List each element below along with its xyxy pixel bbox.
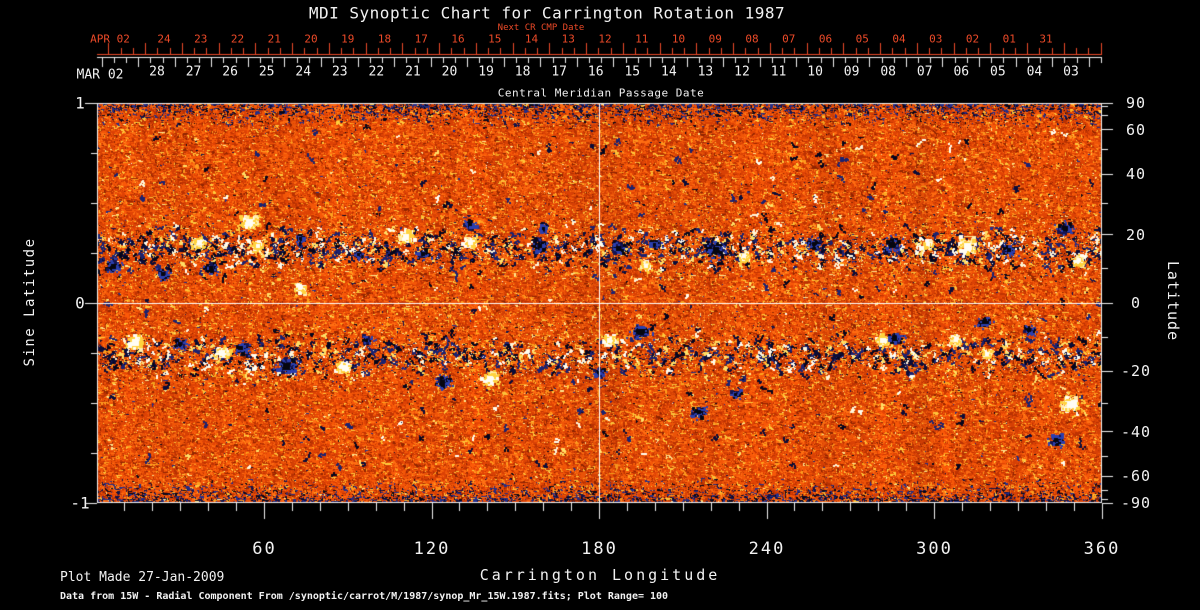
cmp-day-label: 26 bbox=[222, 64, 238, 80]
sine-tick-label: -1 bbox=[70, 493, 90, 513]
lon-tick-label: 120 bbox=[413, 539, 451, 559]
sine-tick-label: 1 bbox=[75, 93, 85, 113]
cmp-day-label: 23 bbox=[331, 64, 348, 80]
red-day-label: 09 bbox=[708, 32, 722, 46]
cmp-day-label: 19 bbox=[478, 64, 494, 80]
red-day-label: 13 bbox=[561, 32, 575, 46]
plot-made-text: Plot Made 27-Jan-2009 bbox=[60, 570, 225, 585]
cmp-day-label: 20 bbox=[441, 64, 458, 80]
red-day-label: 24 bbox=[157, 32, 171, 46]
white-month-label: MAR 02 bbox=[76, 67, 124, 83]
cmp-day-label: 11 bbox=[770, 64, 787, 80]
red-day-label: 04 bbox=[892, 32, 906, 46]
cmp-day-label: 06 bbox=[953, 64, 970, 80]
lat-tick-label: 0 bbox=[1130, 294, 1142, 312]
cmp-day-label: 12 bbox=[734, 64, 750, 80]
lat-tick-label: -20 bbox=[1120, 362, 1152, 381]
lon-tick-label: 300 bbox=[916, 539, 953, 559]
cmp-day-label: 17 bbox=[551, 64, 567, 80]
cmp-axis-title: Central Meridian Passage Date bbox=[497, 86, 705, 100]
data-source-text: Data from 15W - Radial Component From /s… bbox=[60, 591, 669, 602]
red-day-label: 16 bbox=[451, 32, 465, 46]
next-cr-cmp-date-label: Next CR CMP Date bbox=[497, 23, 585, 33]
cmp-day-label: 10 bbox=[807, 64, 823, 80]
red-day-label: 21 bbox=[267, 32, 281, 46]
cmp-day-label: 16 bbox=[587, 64, 604, 80]
red-day-label: 17 bbox=[414, 32, 428, 46]
red-month-label: APR 02 bbox=[90, 32, 130, 46]
longitude-axis-title: Carrington Longitude bbox=[479, 566, 721, 584]
red-day-label: 02 bbox=[965, 32, 980, 46]
sine-tick-label: 0 bbox=[75, 293, 85, 313]
red-day-label: 03 bbox=[929, 32, 943, 46]
latitude-axis-title: Latitude bbox=[1164, 260, 1182, 342]
lat-tick-label: 40 bbox=[1125, 165, 1147, 184]
cmp-day-label: 05 bbox=[990, 64, 1006, 80]
lon-tick-label: 240 bbox=[748, 539, 786, 559]
cmp-day-label: 04 bbox=[1026, 64, 1043, 80]
lat-tick-label: -60 bbox=[1120, 467, 1152, 486]
red-day-label: 05 bbox=[855, 32, 869, 46]
red-day-label: 18 bbox=[377, 32, 392, 46]
cmp-day-label: 14 bbox=[661, 64, 677, 80]
sine-latitude-axis-title: Sine Latitude bbox=[22, 237, 38, 367]
cmp-day-label: 28 bbox=[149, 64, 165, 80]
red-day-label: 14 bbox=[524, 32, 539, 46]
cmp-day-label: 15 bbox=[624, 64, 641, 80]
cmp-day-label: 08 bbox=[880, 64, 897, 80]
lat-tick-label: 20 bbox=[1125, 225, 1147, 244]
cmp-day-label: 03 bbox=[1063, 64, 1079, 80]
red-day-label: 12 bbox=[598, 32, 612, 46]
red-day-label: 11 bbox=[635, 32, 649, 46]
cmp-day-label: 22 bbox=[368, 64, 385, 80]
red-day-label: 01 bbox=[1002, 32, 1016, 46]
lat-tick-label: 60 bbox=[1125, 120, 1147, 139]
lon-tick-label: 360 bbox=[1083, 539, 1121, 559]
cmp-day-label: 13 bbox=[697, 64, 714, 80]
red-day-label: 22 bbox=[230, 32, 245, 46]
red-day-label: 15 bbox=[488, 32, 502, 46]
cmp-day-label: 18 bbox=[514, 64, 531, 80]
lon-tick-label: 60 bbox=[252, 539, 277, 559]
lat-tick-label: 90 bbox=[1125, 94, 1147, 112]
lat-tick-label: -40 bbox=[1120, 422, 1152, 441]
lon-tick-label: 180 bbox=[581, 539, 618, 559]
lat-tick-label: -90 bbox=[1120, 494, 1152, 512]
red-day-label: 31 bbox=[1039, 32, 1053, 46]
red-day-label: 07 bbox=[782, 32, 796, 46]
red-day-label: 10 bbox=[671, 32, 686, 46]
cmp-day-label: 25 bbox=[258, 64, 275, 80]
cmp-day-label: 21 bbox=[405, 64, 421, 80]
cmp-day-label: 09 bbox=[843, 64, 860, 80]
cmp-day-label: 07 bbox=[916, 64, 933, 80]
red-day-label: 06 bbox=[818, 32, 833, 46]
red-day-label: 23 bbox=[194, 32, 208, 46]
red-day-label: 20 bbox=[304, 32, 318, 46]
red-day-label: 19 bbox=[341, 32, 355, 46]
chart-title: MDI Synoptic Chart for Carrington Rotati… bbox=[308, 3, 786, 23]
cmp-day-label: 27 bbox=[185, 64, 202, 80]
red-day-label: 08 bbox=[745, 32, 759, 46]
cmp-day-label: 24 bbox=[295, 64, 312, 80]
